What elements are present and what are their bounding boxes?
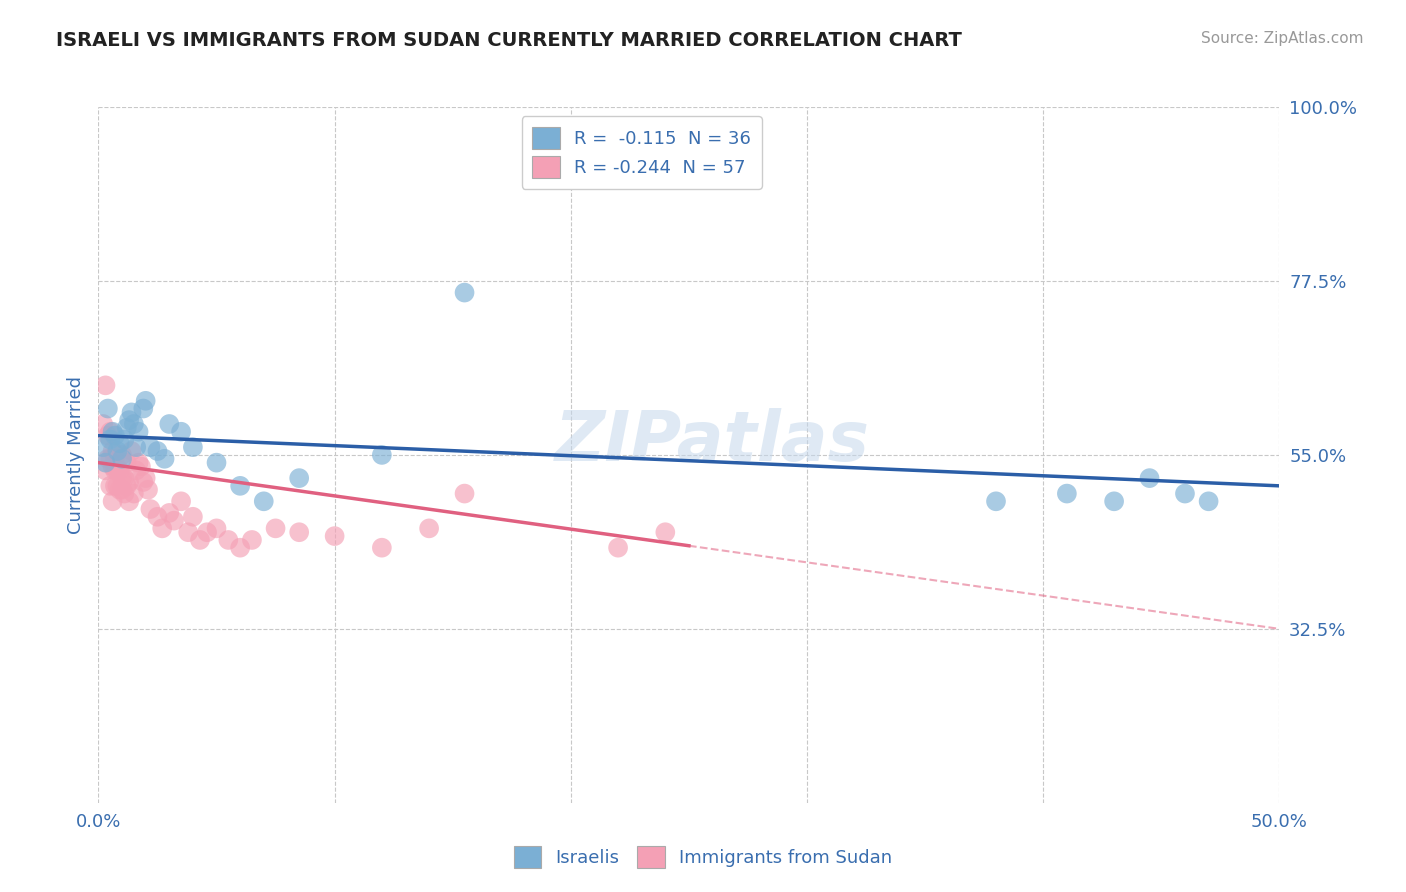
Point xyxy=(240,533,263,547)
Point xyxy=(112,486,135,500)
Point xyxy=(288,525,311,540)
Point xyxy=(135,471,157,485)
Point xyxy=(371,448,394,462)
Point xyxy=(105,444,128,458)
Point xyxy=(91,417,114,431)
Point xyxy=(371,541,394,555)
Text: ISRAELI VS IMMIGRANTS FROM SUDAN CURRENTLY MARRIED CORRELATION CHART: ISRAELI VS IMMIGRANTS FROM SUDAN CURRENT… xyxy=(56,31,962,50)
Point xyxy=(136,483,159,497)
Point xyxy=(122,417,145,431)
Y-axis label: Currently Married: Currently Married xyxy=(66,376,84,534)
Point xyxy=(104,428,127,442)
Point xyxy=(1198,494,1220,508)
Point xyxy=(205,456,228,470)
Point xyxy=(181,440,204,454)
Point xyxy=(98,479,121,493)
Point xyxy=(94,378,117,392)
Point xyxy=(108,483,131,497)
Point xyxy=(118,494,141,508)
Point xyxy=(654,525,676,540)
Point xyxy=(1102,494,1125,508)
Point xyxy=(108,436,131,450)
Point xyxy=(105,463,128,477)
Point xyxy=(98,433,121,447)
Point xyxy=(104,451,127,466)
Point xyxy=(453,486,475,500)
Point xyxy=(118,475,141,489)
Point xyxy=(217,533,239,547)
Point xyxy=(1139,471,1161,485)
Point xyxy=(125,463,148,477)
Point xyxy=(97,401,120,416)
Point xyxy=(453,285,475,300)
Point xyxy=(323,529,346,543)
Point xyxy=(121,405,143,419)
Point xyxy=(150,521,173,535)
Point xyxy=(104,479,127,493)
Point xyxy=(94,456,117,470)
Legend: Israelis, Immigrants from Sudan: Israelis, Immigrants from Sudan xyxy=(503,835,903,879)
Point xyxy=(125,440,148,454)
Point xyxy=(98,451,121,466)
Point xyxy=(1056,486,1078,500)
Point xyxy=(229,479,252,493)
Point xyxy=(94,463,117,477)
Point xyxy=(229,541,252,555)
Point xyxy=(170,494,193,508)
Point xyxy=(607,541,630,555)
Point xyxy=(157,506,180,520)
Point xyxy=(111,451,134,466)
Point xyxy=(418,521,440,535)
Point xyxy=(101,459,124,474)
Point xyxy=(112,471,135,485)
Point xyxy=(101,494,124,508)
Text: Source: ZipAtlas.com: Source: ZipAtlas.com xyxy=(1201,31,1364,46)
Text: ZIPatlas: ZIPatlas xyxy=(555,408,870,475)
Point xyxy=(188,533,211,547)
Point xyxy=(146,444,169,458)
Point xyxy=(122,486,145,500)
Point xyxy=(115,421,138,435)
Point xyxy=(101,444,124,458)
Point xyxy=(181,509,204,524)
Point xyxy=(121,444,143,458)
Point xyxy=(111,471,134,485)
Point xyxy=(153,451,176,466)
Point xyxy=(115,456,138,470)
Point xyxy=(163,514,186,528)
Point xyxy=(177,525,200,540)
Point xyxy=(98,425,121,439)
Point xyxy=(288,471,311,485)
Point xyxy=(1174,486,1197,500)
Point xyxy=(101,425,124,439)
Point xyxy=(128,425,150,439)
Point xyxy=(128,456,150,470)
Point xyxy=(97,428,120,442)
Point xyxy=(108,463,131,477)
Point xyxy=(139,440,162,454)
Point xyxy=(984,494,1007,508)
Point xyxy=(132,401,155,416)
Point xyxy=(129,459,152,474)
Point xyxy=(139,502,162,516)
Point xyxy=(146,509,169,524)
Point xyxy=(104,463,127,477)
Point xyxy=(135,393,157,408)
Point xyxy=(132,475,155,489)
Point xyxy=(91,440,114,454)
Point xyxy=(111,483,134,497)
Legend: R =  -0.115  N = 36, R = -0.244  N = 57: R = -0.115 N = 36, R = -0.244 N = 57 xyxy=(522,116,762,189)
Point xyxy=(105,479,128,493)
Point xyxy=(111,448,134,462)
Point xyxy=(170,425,193,439)
Point xyxy=(195,525,218,540)
Point xyxy=(264,521,287,535)
Point xyxy=(157,417,180,431)
Point xyxy=(97,451,120,466)
Point xyxy=(205,521,228,535)
Point xyxy=(253,494,276,508)
Point xyxy=(115,479,138,493)
Point xyxy=(112,433,135,447)
Point xyxy=(118,413,141,427)
